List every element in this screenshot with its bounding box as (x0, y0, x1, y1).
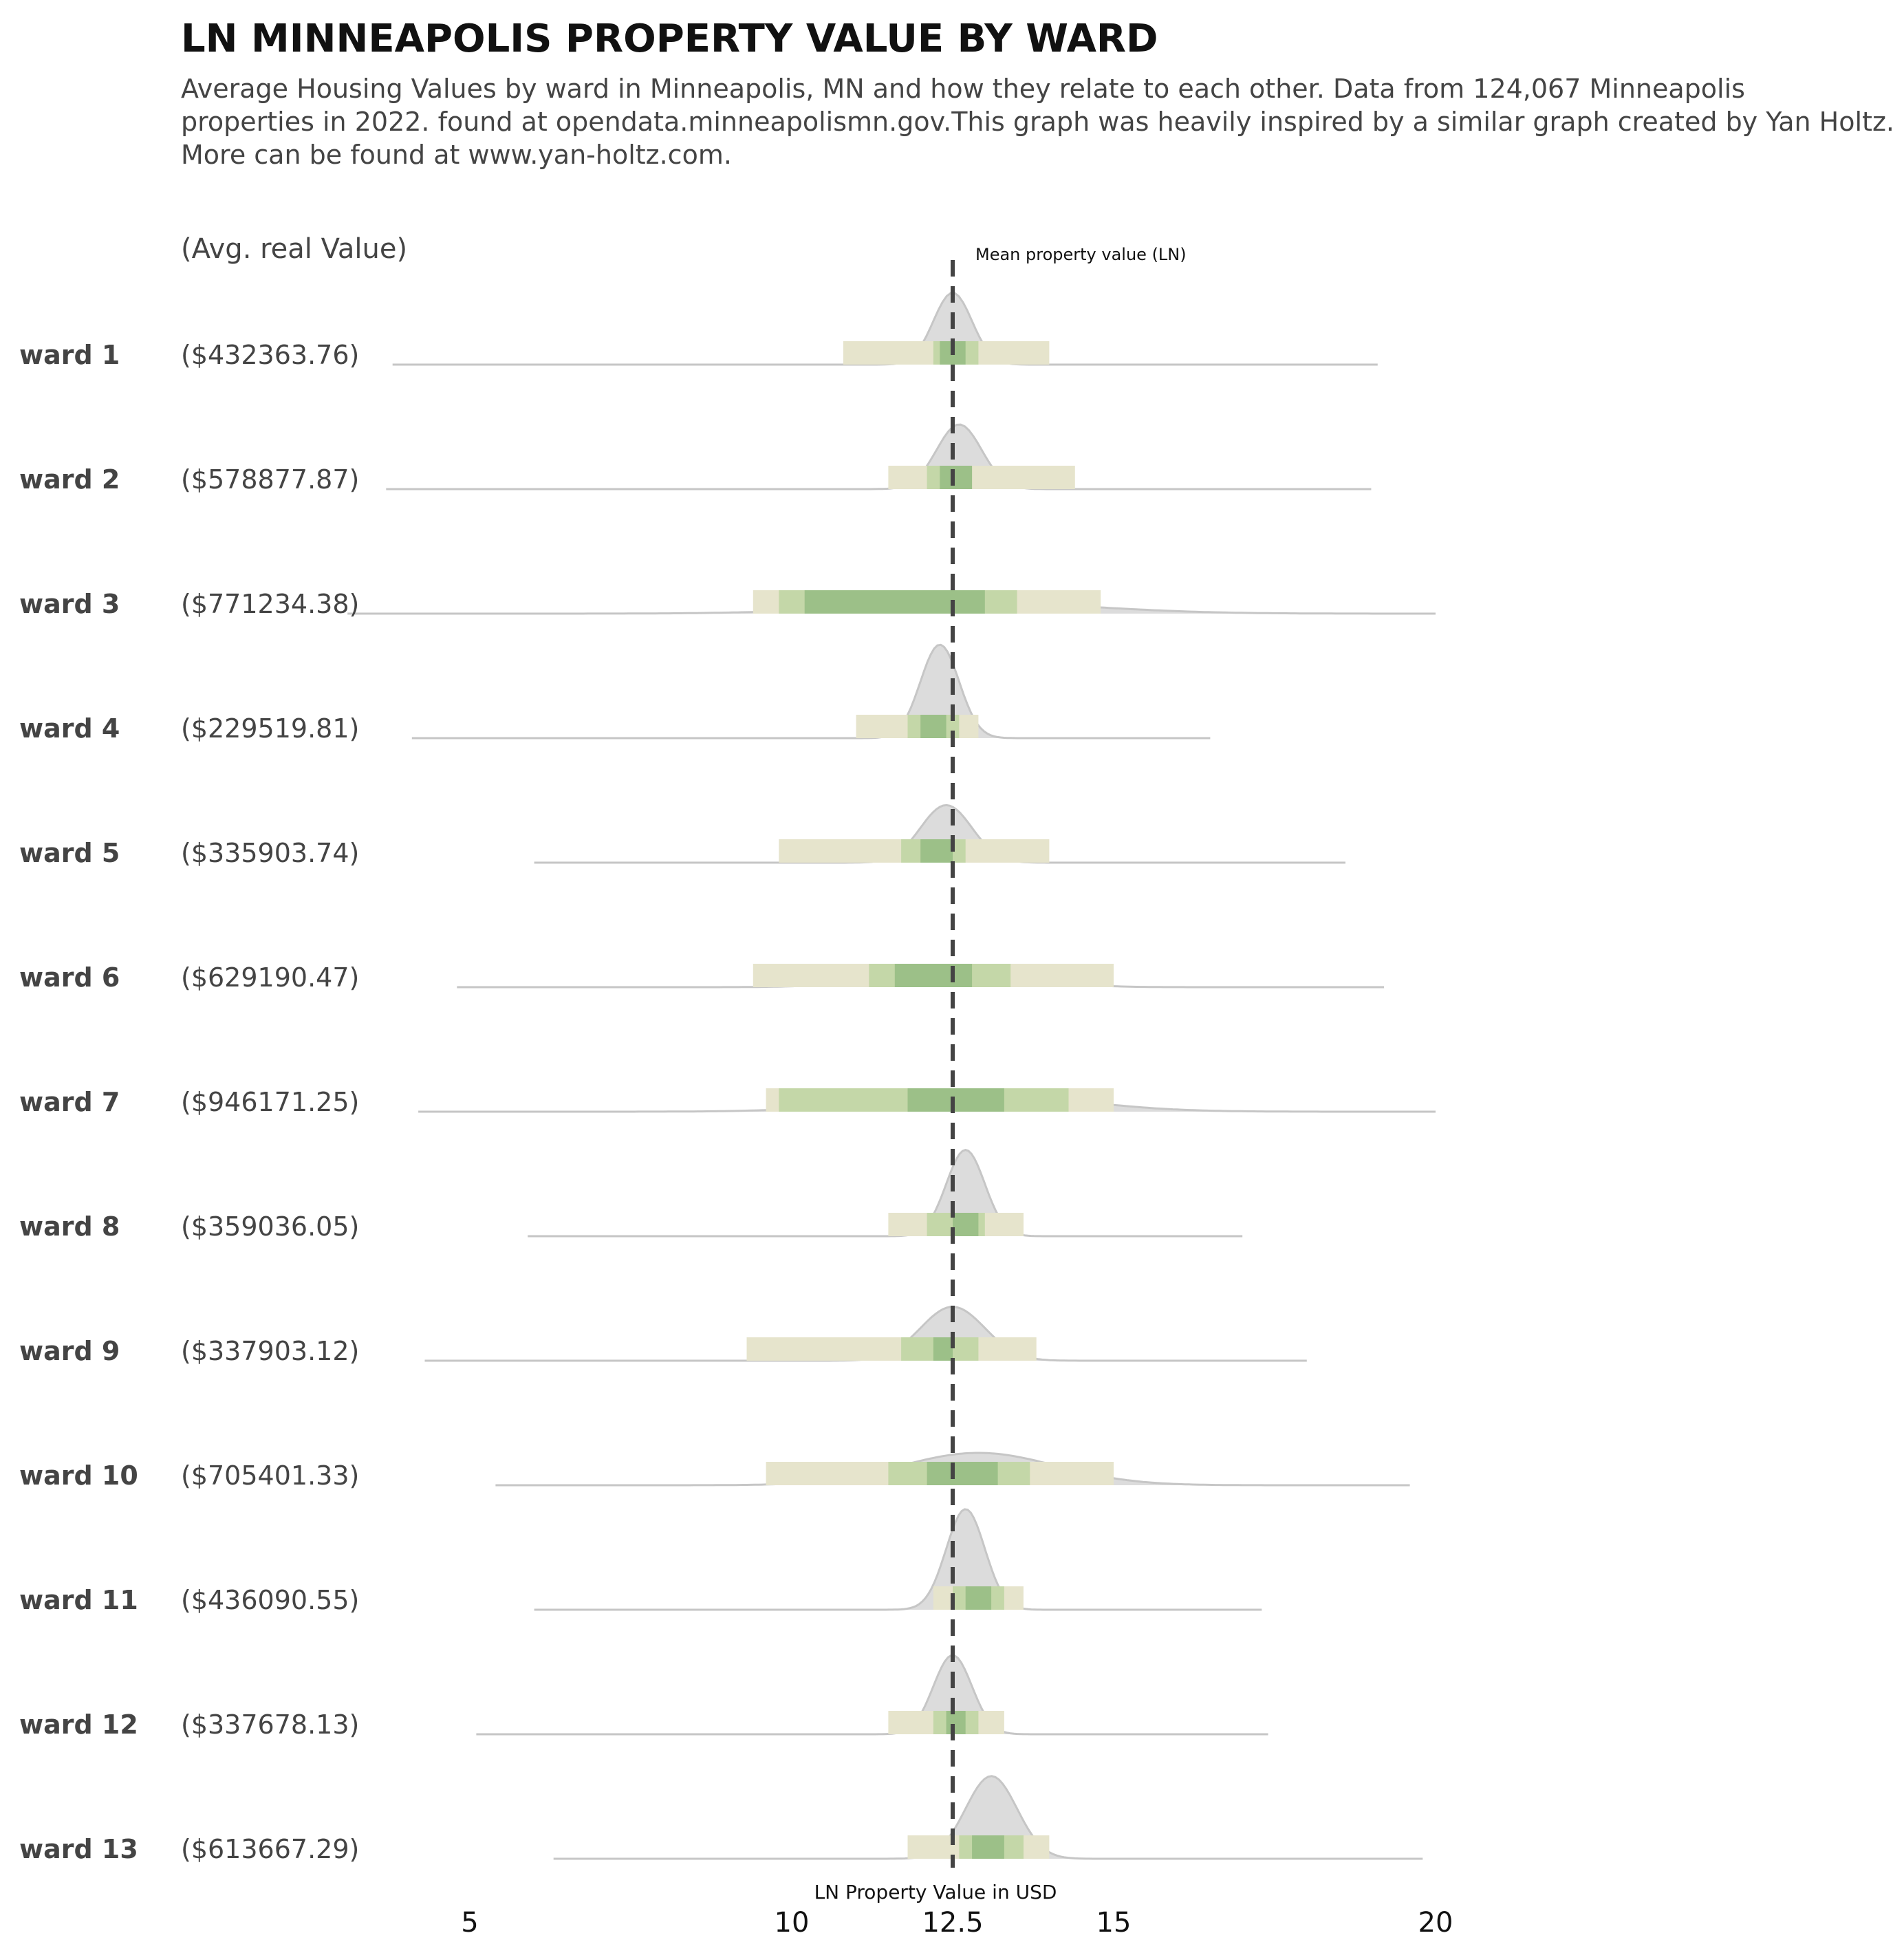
density-area (386, 424, 1372, 489)
density-line (411, 643, 1211, 740)
ward-label: ward 12 (19, 1709, 138, 1740)
ridge-4: ward 4 ($229519.81) (19, 643, 1211, 744)
interval-band-inner (953, 1213, 979, 1236)
interval-band-inner (804, 590, 985, 614)
density-area (528, 1150, 1243, 1236)
density-area (411, 645, 1211, 738)
avg-value-label: ($337903.12) (181, 1336, 359, 1366)
x-tick-label: 12.5 (922, 1907, 983, 1939)
interval-band-inner (940, 466, 973, 489)
density-area (553, 1776, 1423, 1859)
ridge-5: ward 5 ($335903.74) (19, 803, 1345, 868)
ridge-10: ward 10 ($705401.33) (19, 1452, 1410, 1491)
density-line (495, 1452, 1410, 1487)
avg-value-header: (Avg. real Value) (181, 233, 407, 265)
ridge-12: ward 12 ($337678.13) (19, 1654, 1268, 1740)
ridge-13: ward 13 ($613667.29) (19, 1775, 1423, 1864)
avg-value-label: ($335903.74) (181, 838, 359, 868)
interval-band-inner (933, 1337, 953, 1361)
ward-label: ward 10 (19, 1460, 138, 1491)
avg-value-label: ($946171.25) (181, 1087, 359, 1117)
avg-value-label: ($613667.29) (181, 1834, 359, 1864)
density-line (476, 1654, 1268, 1736)
ridge-8: ward 8 ($359036.05) (19, 1149, 1243, 1242)
ridge-9: ward 9 ($337903.12) (19, 1306, 1307, 1366)
avg-value-label: ($359036.05) (181, 1211, 359, 1242)
density-line (386, 423, 1372, 490)
mean-line-label: Mean property value (LN) (975, 245, 1187, 264)
ridge-6: ward 6 ($629190.47) (19, 962, 1385, 993)
ward-label: ward 8 (19, 1211, 120, 1242)
interval-band-inner (965, 1586, 992, 1610)
interval-band-inner (894, 964, 973, 987)
avg-value-label: ($578877.87) (181, 464, 359, 495)
avg-value-label: ($436090.55) (181, 1585, 359, 1615)
x-tick-label: 10 (775, 1907, 810, 1939)
density-line (528, 1149, 1243, 1238)
avg-value-label: ($229519.81) (181, 713, 359, 744)
avg-value-label: ($629190.47) (181, 962, 359, 993)
avg-value-label: ($705401.33) (181, 1460, 359, 1491)
ward-label: ward 5 (19, 838, 120, 868)
ward-label: ward 3 (19, 589, 120, 619)
x-axis: 5 10 12.5 15 20 (461, 1907, 1453, 1939)
ridge-2: ward 2 ($578877.87) (19, 423, 1372, 495)
ward-label: ward 9 (19, 1336, 120, 1366)
x-tick-label: 20 (1418, 1907, 1453, 1939)
interval-band-outer (746, 1337, 1037, 1361)
interval-band-outer (888, 466, 1075, 489)
interval-band-inner (946, 1711, 966, 1734)
density-area (476, 1655, 1268, 1734)
ward-label: ward 7 (19, 1087, 120, 1117)
interval-band-inner (920, 715, 946, 738)
density-area (534, 805, 1345, 863)
x-tick-label: 5 (461, 1907, 478, 1939)
avg-value-label: ($432363.76) (181, 340, 359, 370)
ridge-11: ward 11 ($436090.55) (19, 1508, 1262, 1615)
ward-label: ward 11 (19, 1585, 138, 1615)
density-area (534, 1509, 1262, 1610)
chart-subtitle-line-2: properties in 2022. found at opendata.mi… (181, 107, 1894, 137)
interval-band-inner (972, 1835, 1004, 1859)
ward-label: ward 4 (19, 713, 120, 744)
ridge-3: ward 3 ($771234.38) (19, 589, 1436, 619)
chart-subtitle-line-1: Average Housing Values by ward in Minnea… (181, 74, 1745, 104)
ward-label: ward 2 (19, 464, 120, 495)
x-axis-title: LN Property Value in USD (814, 1881, 1057, 1903)
x-tick-label: 15 (1096, 1907, 1132, 1939)
interval-band-inner (927, 1462, 998, 1485)
chart-subtitle-line-3: More can be found at www.yan-holtz.com. (181, 140, 732, 170)
avg-value-label: ($771234.38) (181, 589, 359, 619)
avg-value-label: ($337678.13) (181, 1709, 359, 1740)
interval-band-inner (907, 1088, 1004, 1112)
density-line (534, 1508, 1262, 1611)
ridge-7: ward 7 ($946171.25) (19, 1087, 1436, 1117)
ridge-1: ward 1 ($432363.76) (19, 292, 1378, 370)
ward-label: ward 6 (19, 962, 120, 993)
interval-band-inner (920, 839, 953, 863)
density-line (534, 803, 1345, 864)
ward-label: ward 13 (19, 1834, 138, 1864)
density-line (553, 1775, 1423, 1860)
chart-title: LN MINNEAPOLIS PROPERTY VALUE BY WARD (181, 17, 1158, 61)
ward-label: ward 1 (19, 340, 120, 370)
ridges-layer: ward 1 ($432363.76)ward 2 ($578877.87)ward… (19, 292, 1436, 1864)
